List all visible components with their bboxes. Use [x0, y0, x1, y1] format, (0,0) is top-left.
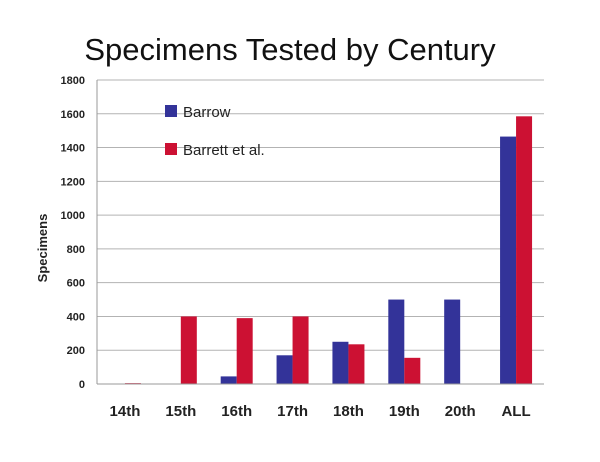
y-tick-label: 0	[79, 379, 85, 391]
legend-label: Barrett et al.	[183, 142, 265, 159]
chart-title: Specimens Tested by Century	[84, 32, 496, 67]
x-tick-label: 17th	[277, 403, 308, 420]
gridlines	[97, 79, 544, 351]
bar-19th-barrett-et-al-	[404, 357, 421, 384]
bar-17th-barrett-et-al-	[292, 316, 309, 384]
bar-17th-barrow	[276, 355, 293, 384]
bar-15th-barrett-et-al-	[180, 316, 197, 384]
y-tick-label: 1400	[61, 143, 85, 155]
legend-label: Barrow	[183, 104, 231, 121]
x-tick-label: 16th	[221, 403, 252, 420]
legend-swatch	[165, 105, 177, 117]
x-tick-label: ALL	[501, 403, 530, 420]
y-tick-label: 200	[67, 345, 85, 357]
legend-swatch	[165, 143, 177, 155]
bar-16th-barrett-et-al-	[236, 318, 253, 384]
y-tick-label: 1600	[61, 109, 85, 121]
y-tick-label: 1800	[61, 75, 85, 87]
y-tick-label: 1200	[61, 176, 85, 188]
axes	[96, 80, 544, 385]
bar-ALL-barrett-et-al-	[516, 116, 533, 385]
bar-16th-barrow	[220, 376, 237, 384]
x-tick-label: 19th	[389, 403, 420, 420]
y-tick-labels: 0 200 400 600 800 1000 1200 1400 1600 1800	[61, 75, 85, 391]
x-tick-label: 18th	[333, 403, 364, 420]
x-tick-label: 20th	[445, 403, 476, 420]
bar-20th-barrow	[444, 299, 461, 384]
y-tick-label: 800	[67, 244, 85, 256]
y-tick-label: 600	[67, 278, 85, 290]
y-tick-label: 1000	[61, 210, 85, 222]
x-tick-labels: 14th 15th 16th 17th 18th 19th 20th ALL	[110, 403, 531, 420]
bar-18th-barrow	[332, 341, 349, 384]
bar-18th-barrett-et-al-	[348, 344, 365, 384]
x-tick-label: 14th	[110, 403, 141, 420]
bar-ALL-barrow	[500, 136, 517, 384]
x-tick-label: 15th	[165, 403, 196, 420]
y-tick-label: 400	[67, 311, 85, 323]
bars	[124, 116, 533, 385]
legend: Barrow Barrett et al.	[165, 104, 265, 159]
bar-19th-barrow	[388, 299, 405, 384]
y-axis-label: Specimens	[35, 214, 50, 283]
